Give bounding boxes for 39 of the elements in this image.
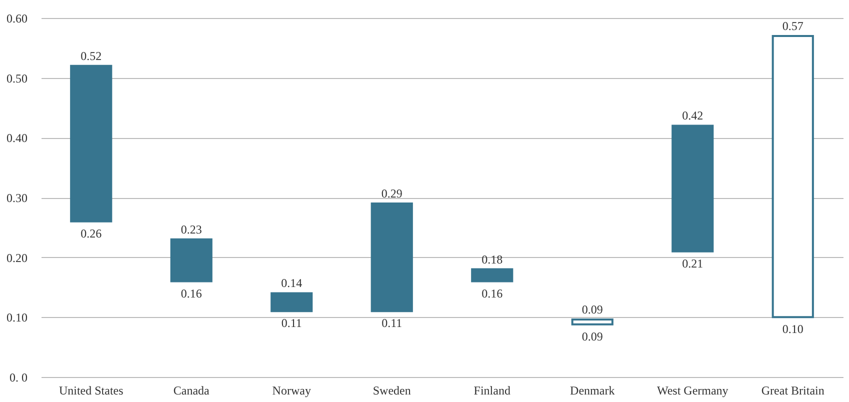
- y-tick-label: 0.30: [6, 191, 28, 205]
- bar: [672, 124, 714, 252]
- annotation: 0.10: [782, 322, 804, 336]
- x-tick-label: Canada: [173, 384, 210, 398]
- y-tick-label: 0.40: [6, 131, 28, 146]
- annotation: 0.11: [382, 316, 402, 330]
- y-tick-label: 0.50: [6, 71, 28, 86]
- annotation: 0.18: [482, 252, 503, 266]
- annotation: 0.09: [582, 302, 603, 317]
- annotation: 0.29: [381, 186, 402, 200]
- annotation: 0.16: [482, 286, 503, 300]
- x-tick-label: West Germany: [656, 384, 728, 398]
- bar: [170, 238, 212, 282]
- annotation: 0.42: [682, 108, 704, 123]
- y-tick-label: 0.10: [6, 310, 28, 325]
- bar: [571, 318, 614, 326]
- annotation: 0.52: [80, 48, 102, 63]
- annotation: 0.14: [281, 276, 302, 290]
- annotation: 0.16: [180, 286, 202, 300]
- y-tick-label: 0.20: [6, 250, 28, 265]
- bar: [270, 292, 313, 312]
- x-tick-label: Sweden: [372, 384, 411, 398]
- bar: [772, 34, 814, 318]
- annotation: 0.11: [281, 316, 302, 330]
- bar: [471, 268, 514, 282]
- x-tick-label: United States: [58, 384, 124, 398]
- x-tick-label: Finland: [474, 384, 510, 398]
- x-tick-label: Great Britain: [761, 384, 824, 398]
- annotation: 0.21: [682, 256, 704, 270]
- y-tick-label: 0.60: [6, 12, 28, 26]
- bar: [370, 202, 413, 312]
- y-tick-label: 0. 0: [10, 370, 28, 384]
- annotation: 0.23: [180, 222, 202, 236]
- annotation: 0.57: [782, 18, 804, 33]
- x-tick-label: Norway: [272, 384, 311, 398]
- annotation: 0.09: [582, 329, 603, 344]
- x-tick-label: Denmark: [570, 384, 615, 398]
- bar: [70, 64, 112, 222]
- annotation: 0.26: [80, 226, 102, 240]
